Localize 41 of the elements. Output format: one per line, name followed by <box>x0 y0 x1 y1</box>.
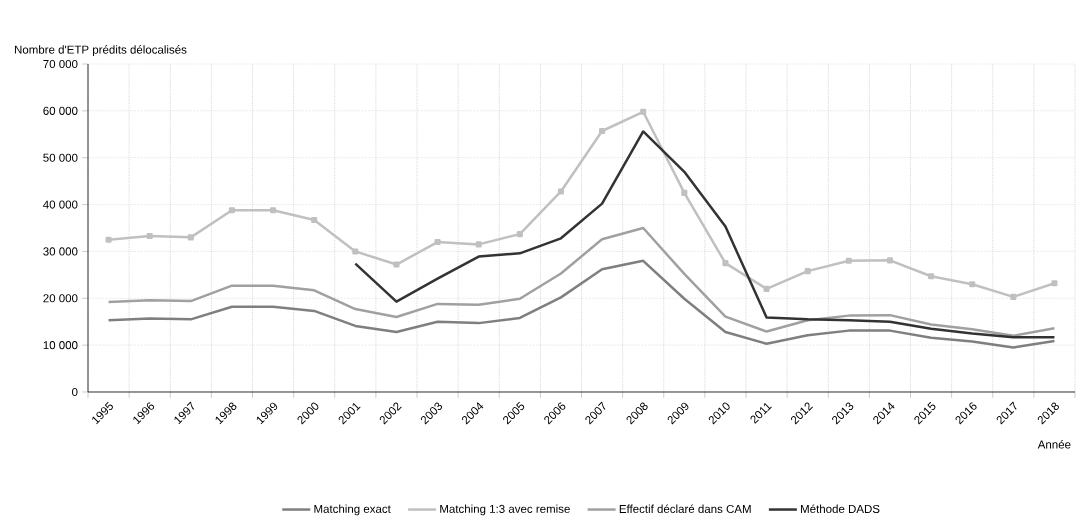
point <box>722 260 729 267</box>
legend-label: Effectif déclaré dans CAM <box>619 504 751 514</box>
point <box>311 216 318 224</box>
y-tick-label: 0 <box>72 387 78 397</box>
point <box>434 239 441 246</box>
y-tick-label: 40 000 <box>43 200 78 209</box>
legend-label: Matching exact <box>314 504 391 516</box>
point <box>105 236 112 243</box>
point <box>599 127 606 135</box>
point <box>1010 293 1017 300</box>
y-tick-label: 30 000 <box>43 247 78 256</box>
point <box>393 261 400 268</box>
point <box>146 232 153 240</box>
line-series <box>107 259 1056 349</box>
y-tick-label: 50 000 <box>43 153 78 162</box>
point <box>187 234 194 241</box>
point <box>804 268 811 275</box>
point <box>640 108 647 115</box>
y-tick-label: 20 000 <box>43 294 78 303</box>
legend-label: Méthode DADS <box>801 504 880 514</box>
point <box>845 257 852 264</box>
y-tick-label: 10 000 <box>43 341 78 350</box>
point <box>969 281 976 288</box>
point <box>681 189 688 196</box>
point <box>928 273 935 280</box>
point <box>228 207 235 214</box>
point <box>886 257 893 264</box>
y-tick-label: 70 000 <box>43 59 78 69</box>
line-series <box>107 226 1056 338</box>
point <box>475 241 482 248</box>
y-axis-title: Nombre d'ETP prédits délocalisés <box>14 45 187 56</box>
point <box>516 231 523 238</box>
line-series <box>354 130 1056 339</box>
legend-label: Matching 1:3 avec remise <box>440 504 570 516</box>
x-axis-title: Année <box>1037 440 1071 449</box>
point <box>352 248 359 255</box>
point <box>557 188 564 195</box>
point <box>1051 280 1058 287</box>
y-tick-label: 60 000 <box>43 106 78 115</box>
point <box>270 207 277 214</box>
point <box>763 285 770 292</box>
